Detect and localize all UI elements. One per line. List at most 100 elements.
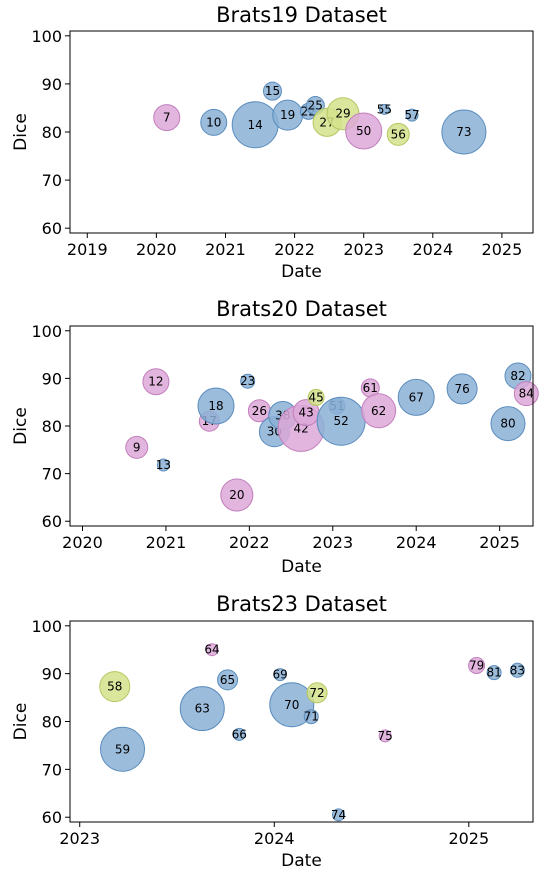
bubble-23 — [240, 373, 256, 389]
y-tick-label: 60 — [42, 512, 62, 531]
x-tick-label: 2020 — [136, 240, 177, 259]
bubble-label-12: 12 — [148, 375, 163, 389]
chart-panel-3: Brats23 Dataset 58 59 63 64 65 66 69 70 71 72 74 75 7… — [11, 592, 534, 871]
y-tick-label: 70 — [42, 171, 62, 190]
bubble-label-69: 69 — [272, 668, 287, 682]
bubble-label-43: 43 — [298, 406, 313, 420]
bubble-9 — [125, 435, 149, 459]
y-tick-label: 100 — [31, 322, 62, 341]
bubble-label-67: 67 — [409, 390, 424, 404]
bubble-76 — [446, 373, 478, 405]
bubble-45 — [307, 388, 325, 406]
bubble-65 — [217, 669, 239, 691]
bubble-label-57: 57 — [404, 108, 419, 122]
bubble-label-7: 7 — [163, 111, 171, 125]
bubble-18 — [197, 387, 235, 425]
y-axis-label: Dice — [11, 113, 31, 151]
bubble-label-82: 82 — [510, 369, 525, 383]
bubble-label-15: 15 — [265, 84, 280, 98]
y-tick-label: 90 — [42, 75, 62, 94]
bubbles: 9121317182023263038424345515261626776808… — [125, 362, 539, 512]
bubble-81 — [486, 665, 502, 681]
bubble-label-20: 20 — [229, 488, 244, 502]
bubble-73 — [441, 109, 487, 155]
x-tick-label: 2025 — [482, 240, 523, 259]
bubble-label-65: 65 — [220, 673, 235, 687]
bubble-7 — [153, 104, 181, 132]
bubble-71 — [303, 709, 319, 725]
x-tick-label: 2023 — [59, 829, 100, 848]
bubble-label-50: 50 — [356, 124, 371, 138]
bubble-57 — [405, 108, 419, 122]
bubble-label-52: 52 — [333, 414, 348, 428]
bubble-label-74: 74 — [331, 808, 346, 822]
bubble-69 — [273, 668, 287, 682]
x-tick-label: 2025 — [479, 533, 520, 552]
bubble-label-58: 58 — [107, 680, 122, 694]
x-tick-label: 2023 — [343, 240, 384, 259]
bubble-59 — [100, 726, 146, 772]
bubble-label-81: 81 — [486, 666, 501, 680]
bubble-label-76: 76 — [454, 382, 469, 396]
y-tick-label: 80 — [42, 713, 62, 732]
bubble-label-71: 71 — [304, 710, 319, 724]
bubble-label-14: 14 — [248, 118, 263, 132]
y-tick-label: 80 — [42, 123, 62, 142]
bubble-67 — [397, 378, 435, 416]
bubble-label-13: 13 — [156, 458, 171, 472]
chart-title: Brats19 Dataset — [216, 3, 387, 27]
x-tick-label: 2022 — [229, 533, 270, 552]
bubble-12 — [142, 368, 170, 396]
bubble-label-66: 66 — [232, 727, 247, 741]
x-tick-label: 2020 — [62, 533, 103, 552]
bubble-label-73: 73 — [456, 125, 471, 139]
bubble-label-19: 19 — [280, 108, 295, 122]
bubble-label-64: 64 — [204, 643, 219, 657]
bubble-15 — [262, 81, 282, 101]
x-tick-label: 2019 — [67, 240, 108, 259]
x-tick-label: 2025 — [448, 829, 489, 848]
y-tick-label: 100 — [31, 617, 62, 636]
bubble-label-59: 59 — [115, 742, 130, 756]
x-tick-label: 2024 — [396, 533, 437, 552]
bubble-72 — [306, 682, 328, 704]
y-tick-label: 100 — [31, 27, 62, 46]
y-tick-label: 70 — [42, 760, 62, 779]
x-tick-label: 2023 — [312, 533, 353, 552]
bubble-label-83: 83 — [510, 663, 525, 677]
bubble-label-25: 25 — [308, 99, 323, 113]
y-tick-label: 90 — [42, 665, 62, 684]
bubble-label-18: 18 — [208, 399, 223, 413]
bubble-55 — [378, 103, 390, 115]
bubble-74 — [331, 808, 345, 822]
bubble-62 — [361, 393, 397, 429]
bubble-label-23: 23 — [240, 374, 255, 388]
bubble-10 — [200, 108, 228, 136]
x-axis-label: Date — [281, 557, 322, 577]
chart-title: Brats20 Dataset — [216, 297, 387, 321]
x-tick-label: 2022 — [274, 240, 315, 259]
bubble-label-72: 72 — [309, 686, 324, 700]
bubble-84 — [513, 381, 539, 407]
y-axis-label: Dice — [11, 407, 31, 445]
bubble-label-56: 56 — [391, 127, 406, 141]
bubble-label-70: 70 — [284, 698, 299, 712]
bubble-label-80: 80 — [500, 417, 515, 431]
bubble-label-79: 79 — [469, 659, 484, 673]
bubble-70 — [269, 682, 315, 728]
bubble-label-26: 26 — [252, 404, 267, 418]
bubble-75 — [378, 729, 392, 743]
x-axis-label: Date — [281, 851, 322, 871]
bubble-label-55: 55 — [377, 102, 392, 116]
bubble-64 — [205, 643, 219, 657]
bubble-50 — [345, 112, 383, 150]
x-axis-label: Date — [281, 262, 322, 282]
y-tick-label: 60 — [42, 219, 62, 238]
bubble-20 — [220, 478, 254, 512]
bubbles: 710141519222527295055565773 — [153, 81, 487, 155]
bubble-label-9: 9 — [133, 440, 141, 454]
y-tick-label: 60 — [42, 808, 62, 827]
x-tick-label: 2021 — [205, 240, 246, 259]
bubble-label-75: 75 — [378, 729, 393, 743]
